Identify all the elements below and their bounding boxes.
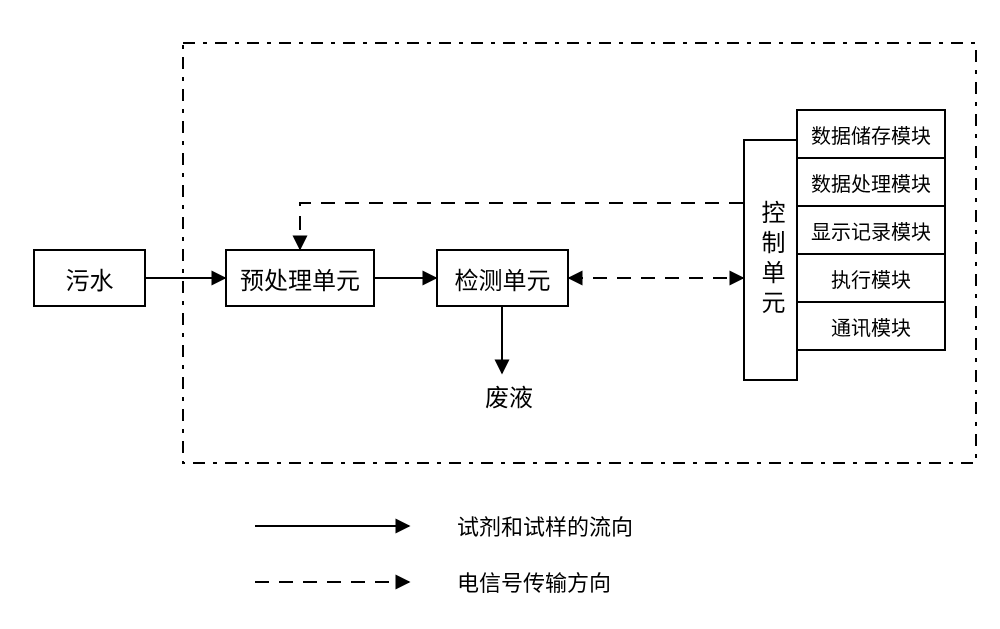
module-item-label: 显示记录模块 <box>811 216 931 245</box>
module-item: 显示记录模块 <box>796 205 946 255</box>
legend-solid-line <box>253 514 413 538</box>
legend-dashed-label: 电信号传输方向 <box>457 566 611 598</box>
module-stack: 数据储存模块数据处理模块显示记录模块执行模块通讯模块 <box>796 109 946 351</box>
node-detect: 检测单元 <box>436 249 569 307</box>
node-sewage-label: 污水 <box>66 261 114 296</box>
node-waste: 废液 <box>479 378 539 408</box>
module-item: 数据处理模块 <box>796 157 946 207</box>
module-item-label: 通讯模块 <box>831 312 911 341</box>
legend-dashed-line <box>253 570 413 594</box>
legend-solid-label: 试剂和试样的流向 <box>457 510 633 542</box>
legend-solid: 试剂和试样的流向 <box>253 510 633 542</box>
module-item-label: 数据储存模块 <box>811 120 931 149</box>
node-control-label: 控制单元 <box>753 200 788 320</box>
node-sewage: 污水 <box>33 249 146 307</box>
module-item: 通讯模块 <box>796 301 946 351</box>
node-waste-label: 废液 <box>485 386 533 412</box>
module-item-label: 执行模块 <box>831 264 911 293</box>
node-control: 控制单元 <box>743 139 798 381</box>
module-item: 数据储存模块 <box>796 109 946 159</box>
module-item: 执行模块 <box>796 253 946 303</box>
node-preprocess: 预处理单元 <box>225 249 375 307</box>
node-detect-label: 检测单元 <box>455 261 551 296</box>
node-preprocess-label: 预处理单元 <box>240 261 360 296</box>
module-item-label: 数据处理模块 <box>811 168 931 197</box>
legend-dashed: 电信号传输方向 <box>253 566 611 598</box>
